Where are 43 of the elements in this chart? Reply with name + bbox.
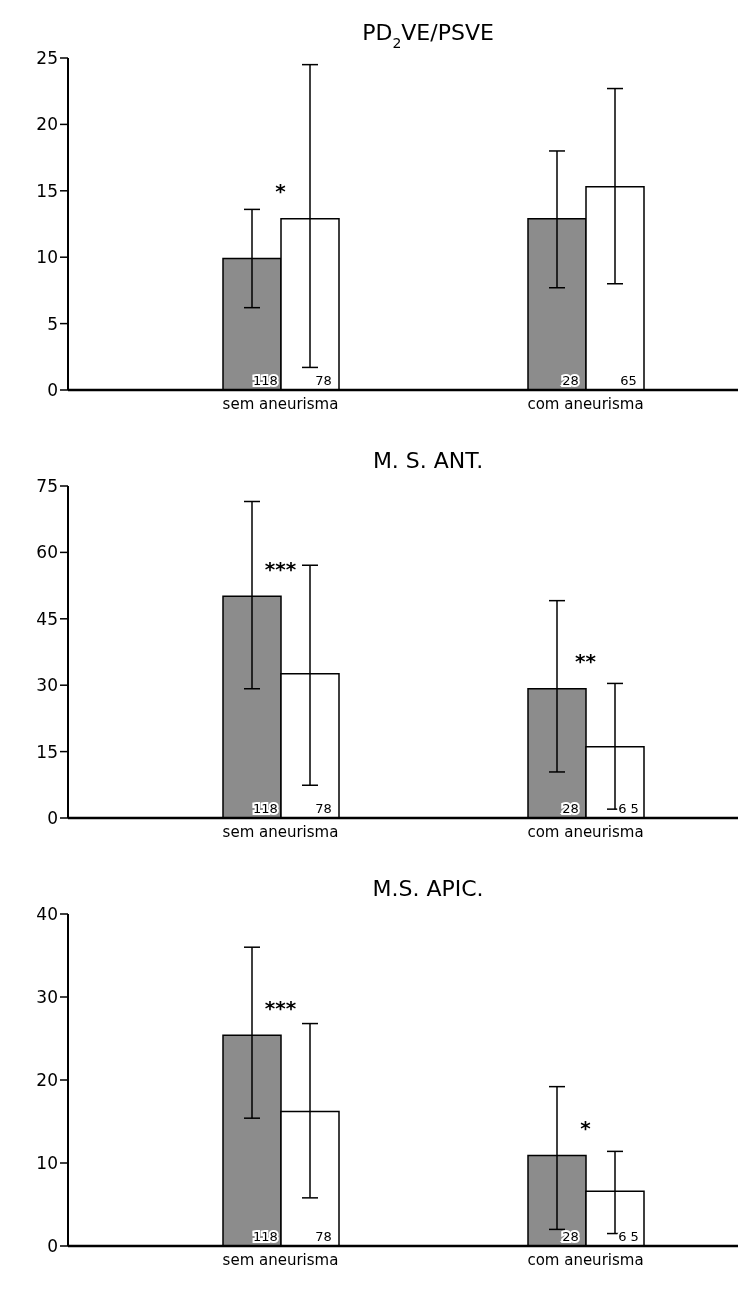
x-tick-label: com aneurisma <box>527 394 644 413</box>
y-tick-label: 45 <box>36 608 58 629</box>
annotation: 118 <box>253 801 278 816</box>
y-tick-label: 5 <box>47 313 58 334</box>
y-tick-label: 30 <box>36 675 58 696</box>
y-tick-label: 75 <box>36 476 58 497</box>
y-tick-label: 0 <box>47 1236 58 1257</box>
annotation: 6 5 <box>618 801 639 816</box>
y-tick-label: 30 <box>36 987 58 1008</box>
annotation: 6 5 <box>618 1229 639 1244</box>
y-tick-label: 10 <box>36 1153 58 1174</box>
y-tick-label: 0 <box>47 380 58 401</box>
chart-title: M.S. APIC. <box>372 876 484 901</box>
x-tick-label: sem aneurisma <box>222 394 339 413</box>
y-tick-label: 15 <box>36 180 58 201</box>
annotation: 28 <box>562 1229 579 1244</box>
x-tick-label: sem aneurisma <box>222 822 339 841</box>
annotation: * <box>580 1115 592 1140</box>
y-tick-label: 20 <box>36 1070 58 1091</box>
annotation: 78 <box>315 1229 332 1244</box>
chart-title: M. S. ANT. <box>372 448 484 473</box>
y-tick-label: 60 <box>36 542 58 563</box>
annotation: 118 <box>253 1229 278 1244</box>
y-tick-label: 20 <box>36 114 58 135</box>
annotation: 118 <box>253 373 278 388</box>
y-tick-label: 0 <box>47 808 58 829</box>
annotation: *** <box>264 556 297 581</box>
chart-title: PD$_{2}$VE/PSVE <box>362 20 494 51</box>
y-tick-label: 15 <box>36 741 58 762</box>
y-tick-label: 40 <box>36 904 58 925</box>
x-tick-label: com aneurisma <box>527 822 644 841</box>
x-tick-label: com aneurisma <box>527 1250 644 1269</box>
y-tick-label: 25 <box>36 48 58 69</box>
x-tick-label: sem aneurisma <box>222 1250 339 1269</box>
annotation: ** <box>575 649 597 674</box>
annotation: 78 <box>315 801 332 816</box>
annotation: 65 <box>620 373 637 388</box>
annotation: 78 <box>315 373 332 388</box>
y-tick-label: 10 <box>36 247 58 268</box>
annotation: 28 <box>562 373 579 388</box>
annotation: *** <box>264 995 297 1020</box>
annotation: 28 <box>562 801 579 816</box>
annotation: * <box>275 179 287 204</box>
